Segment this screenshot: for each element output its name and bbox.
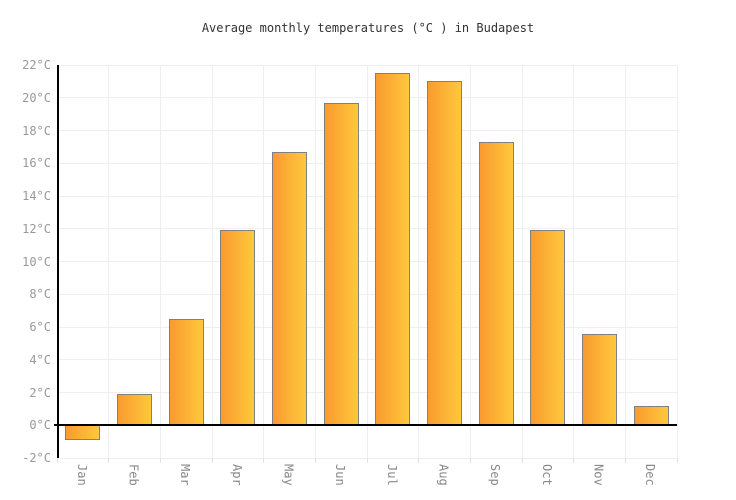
bar-mar bbox=[168, 318, 204, 426]
gridline-vertical bbox=[108, 65, 110, 458]
x-tick-mark bbox=[56, 458, 58, 463]
gridline-vertical bbox=[624, 65, 626, 458]
x-tick-mark bbox=[366, 458, 368, 463]
gridline-vertical bbox=[521, 65, 523, 458]
bar-jan bbox=[65, 425, 101, 440]
x-tick-label-jun: Jun bbox=[333, 464, 348, 486]
x-tick-label-dec: Dec bbox=[643, 464, 658, 486]
x-tick-mark bbox=[521, 458, 523, 463]
y-tick-label: 20°C bbox=[22, 90, 51, 105]
gridline-vertical bbox=[366, 65, 368, 458]
bar-apr bbox=[220, 230, 256, 426]
x-tick-mark bbox=[263, 458, 265, 463]
gridline-vertical bbox=[573, 65, 575, 458]
gridline-vertical bbox=[159, 65, 161, 458]
y-tick-label: 8°C bbox=[29, 287, 51, 302]
bar-jun bbox=[323, 102, 359, 426]
gridline-vertical bbox=[314, 65, 316, 458]
x-tick-label-nov: Nov bbox=[591, 464, 606, 486]
gridline-vertical bbox=[211, 65, 213, 458]
y-tick-label: 18°C bbox=[22, 123, 51, 138]
y-tick-label: 4°C bbox=[29, 352, 51, 367]
y-tick-label: 16°C bbox=[22, 156, 51, 171]
bar-dec bbox=[633, 405, 669, 426]
y-tick-label: 14°C bbox=[22, 189, 51, 203]
x-tick-mark bbox=[676, 458, 678, 463]
gridline-vertical bbox=[418, 65, 420, 458]
bar-sep bbox=[478, 141, 514, 426]
x-tick-mark bbox=[469, 458, 471, 463]
bar-nov bbox=[582, 333, 617, 426]
y-tick-label: 0°C bbox=[29, 418, 51, 433]
zero-baseline bbox=[54, 424, 677, 427]
y-axis-line bbox=[57, 65, 59, 458]
gridline-vertical bbox=[263, 65, 265, 458]
x-tick-label-mar: Mar bbox=[178, 464, 193, 486]
y-tick-label: 10°C bbox=[22, 254, 51, 269]
gridline-vertical bbox=[469, 65, 471, 458]
x-tick-mark bbox=[211, 458, 213, 463]
x-tick-mark bbox=[624, 458, 626, 463]
bar-oct bbox=[530, 230, 566, 426]
y-tick-label: 22°C bbox=[22, 58, 51, 72]
gridline-vertical bbox=[676, 65, 678, 458]
x-tick-mark bbox=[108, 458, 110, 463]
x-tick-mark bbox=[573, 458, 575, 463]
x-tick-label-sep: Sep bbox=[488, 464, 503, 486]
x-tick-label-jan: Jan bbox=[74, 464, 89, 486]
bar-aug bbox=[427, 81, 462, 426]
x-tick-label-aug: Aug bbox=[436, 464, 451, 486]
y-tick-label: 12°C bbox=[22, 221, 51, 236]
bar-may bbox=[272, 151, 307, 426]
x-tick-mark bbox=[159, 458, 161, 463]
x-tick-label-may: May bbox=[281, 464, 296, 486]
y-tick-label: -2°C bbox=[22, 451, 51, 465]
y-tick-label: 6°C bbox=[29, 320, 51, 334]
bar-jul bbox=[375, 73, 411, 426]
y-tick-label: 2°C bbox=[29, 385, 51, 400]
bar-feb bbox=[117, 394, 152, 426]
x-tick-mark bbox=[314, 458, 316, 463]
x-tick-mark bbox=[418, 458, 420, 463]
x-tick-label-feb: Feb bbox=[126, 464, 141, 486]
x-tick-label-jul: Jul bbox=[384, 464, 399, 486]
chart-title: Average monthly temperatures (°C ) in Bu… bbox=[201, 21, 535, 35]
plot-area bbox=[54, 64, 678, 459]
x-tick-label-apr: Apr bbox=[229, 464, 244, 486]
x-tick-label-oct: Oct bbox=[539, 464, 554, 486]
